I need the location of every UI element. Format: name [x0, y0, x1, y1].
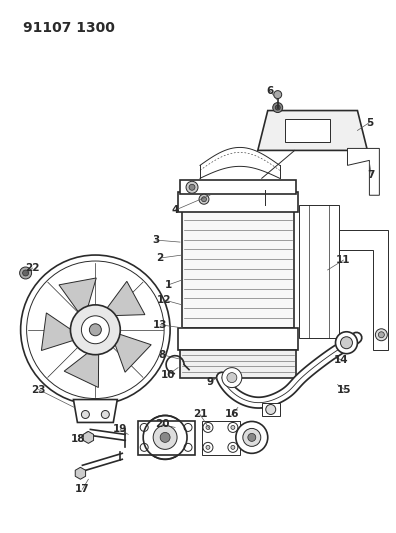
Text: 91107 1300: 91107 1300: [23, 21, 114, 35]
Text: 16: 16: [225, 409, 239, 419]
Polygon shape: [59, 278, 96, 320]
Circle shape: [375, 329, 387, 341]
Circle shape: [378, 332, 385, 338]
Polygon shape: [101, 281, 145, 316]
Circle shape: [206, 446, 210, 449]
Text: 10: 10: [161, 369, 175, 379]
Text: 4: 4: [171, 205, 179, 215]
Bar: [178, 328, 298, 350]
Polygon shape: [339, 230, 388, 350]
Text: 12: 12: [157, 295, 171, 305]
Circle shape: [202, 197, 206, 201]
Bar: [180, 180, 296, 194]
Text: 19: 19: [113, 424, 128, 434]
Circle shape: [160, 432, 170, 442]
Bar: [180, 350, 296, 377]
Bar: [262, 402, 280, 416]
Text: 20: 20: [155, 419, 169, 430]
Text: 1: 1: [164, 280, 172, 290]
Polygon shape: [75, 467, 86, 479]
Circle shape: [243, 429, 261, 446]
Bar: [202, 422, 240, 455]
Circle shape: [266, 405, 276, 415]
Circle shape: [206, 425, 210, 430]
Circle shape: [186, 181, 198, 193]
Text: 7: 7: [368, 171, 375, 180]
Text: 2: 2: [156, 253, 164, 263]
Circle shape: [335, 332, 358, 354]
Text: 23: 23: [31, 385, 46, 394]
Text: 22: 22: [25, 263, 40, 273]
Text: 15: 15: [337, 385, 352, 394]
Bar: [299, 205, 339, 338]
Circle shape: [236, 422, 268, 454]
Circle shape: [231, 425, 235, 430]
Circle shape: [303, 227, 329, 253]
Circle shape: [70, 305, 120, 354]
Text: 11: 11: [336, 255, 351, 265]
Text: 21: 21: [193, 409, 207, 419]
Bar: [285, 118, 329, 142]
Circle shape: [23, 270, 29, 276]
Circle shape: [222, 368, 242, 387]
Text: 14: 14: [334, 354, 349, 365]
Circle shape: [228, 442, 238, 453]
Circle shape: [89, 324, 101, 336]
Circle shape: [248, 433, 256, 441]
Circle shape: [153, 425, 177, 449]
Circle shape: [275, 105, 280, 110]
Polygon shape: [110, 331, 151, 372]
Text: 17: 17: [75, 484, 90, 494]
Circle shape: [184, 423, 192, 431]
Circle shape: [274, 91, 282, 99]
Circle shape: [203, 423, 213, 432]
Text: 8: 8: [158, 350, 166, 360]
Circle shape: [303, 277, 329, 303]
Circle shape: [20, 267, 32, 279]
Circle shape: [273, 102, 283, 112]
Polygon shape: [347, 148, 379, 195]
Bar: [178, 192, 298, 212]
Polygon shape: [42, 313, 82, 351]
Circle shape: [308, 282, 324, 298]
Circle shape: [82, 410, 89, 418]
Polygon shape: [258, 110, 367, 150]
Circle shape: [101, 410, 109, 418]
Circle shape: [203, 442, 213, 453]
Text: 5: 5: [366, 117, 373, 127]
Circle shape: [143, 416, 187, 459]
Polygon shape: [73, 400, 117, 423]
Circle shape: [308, 232, 324, 248]
Circle shape: [228, 423, 238, 432]
Circle shape: [189, 184, 195, 190]
Circle shape: [153, 425, 177, 449]
Polygon shape: [83, 431, 93, 443]
Text: 6: 6: [266, 86, 273, 95]
Polygon shape: [64, 344, 99, 387]
Circle shape: [184, 443, 192, 451]
Polygon shape: [138, 422, 195, 455]
Circle shape: [231, 446, 235, 449]
Circle shape: [21, 255, 170, 405]
Circle shape: [199, 194, 209, 204]
Circle shape: [227, 373, 237, 383]
Bar: [182, 210, 294, 328]
Circle shape: [341, 337, 352, 349]
Circle shape: [140, 443, 148, 451]
Text: 3: 3: [152, 235, 160, 245]
Circle shape: [140, 423, 148, 431]
Text: 9: 9: [206, 377, 213, 386]
Circle shape: [82, 316, 109, 344]
Text: 13: 13: [153, 320, 168, 330]
Text: 18: 18: [71, 434, 86, 445]
